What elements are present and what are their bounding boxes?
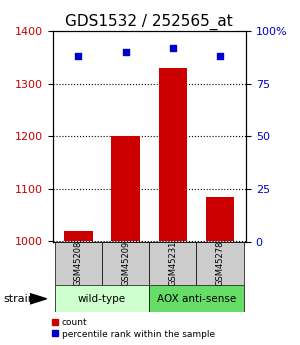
Text: AOX anti-sense: AOX anti-sense — [157, 294, 236, 304]
Polygon shape — [30, 294, 46, 304]
Bar — [149, 285, 244, 312]
Bar — [159, 68, 187, 241]
Bar — [55, 285, 149, 312]
Text: wild-type: wild-type — [78, 294, 126, 304]
Bar — [206, 197, 234, 241]
Bar — [102, 241, 149, 285]
Bar — [112, 136, 140, 242]
Text: strain: strain — [3, 294, 35, 304]
Title: GDS1532 / 252565_at: GDS1532 / 252565_at — [65, 13, 233, 30]
Text: GSM45278: GSM45278 — [215, 240, 224, 286]
Bar — [55, 241, 102, 285]
Point — [218, 53, 222, 59]
Point — [170, 45, 175, 51]
Bar — [64, 231, 93, 241]
Text: GSM45209: GSM45209 — [121, 240, 130, 286]
Text: GSM45231: GSM45231 — [168, 240, 177, 286]
Bar — [196, 241, 244, 285]
Text: GSM45208: GSM45208 — [74, 240, 83, 286]
Legend: count, percentile rank within the sample: count, percentile rank within the sample — [51, 318, 215, 339]
Bar — [149, 241, 196, 285]
Point — [123, 49, 128, 55]
Point — [76, 53, 81, 59]
